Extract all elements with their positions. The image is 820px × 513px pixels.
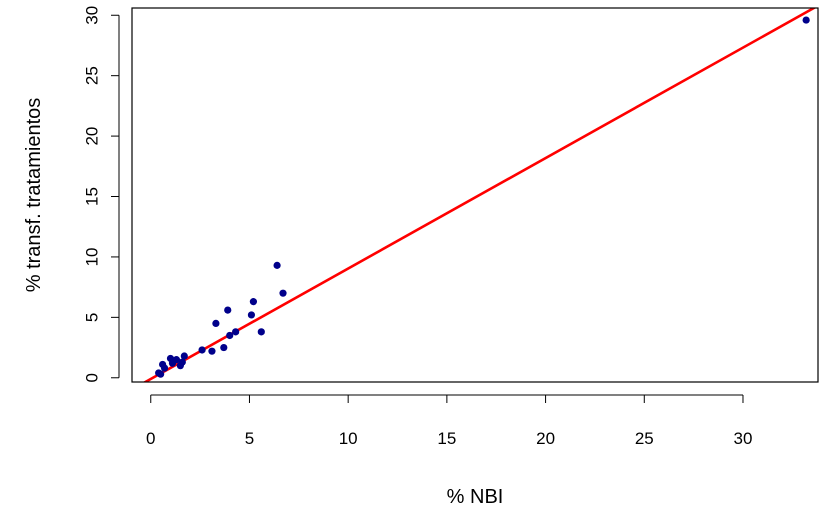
data-point [273, 261, 281, 269]
data-point [160, 364, 169, 372]
data-point [180, 352, 188, 360]
data-point [172, 356, 181, 364]
x-tick-label: 25 [635, 429, 654, 448]
y-tick-label: 25 [83, 66, 102, 85]
data-point [208, 347, 216, 355]
x-axis: 0 5 10 15 20 25 30 [146, 394, 753, 448]
data-point [198, 346, 206, 354]
y-tick-label: 10 [83, 247, 102, 266]
regression-line [142, 8, 817, 382]
data-point [247, 311, 256, 319]
data-point [212, 319, 220, 327]
x-tick-label: 5 [245, 429, 254, 448]
data-point [802, 16, 810, 24]
y-tick-label: 5 [83, 313, 102, 322]
y-axis-title: % transf. tratamientos [23, 98, 45, 293]
y-tick-label: 30 [83, 6, 102, 25]
x-tick-label: 20 [536, 429, 555, 448]
y-axis: 0 5 10 15 20 25 30 [83, 6, 120, 383]
data-point [279, 289, 287, 297]
x-axis-title: % NBI [447, 486, 504, 508]
x-tick-label: 30 [734, 429, 753, 448]
x-tick-label: 0 [146, 429, 155, 448]
y-tick-label: 20 [83, 127, 102, 146]
data-point [226, 331, 234, 340]
y-tick-label: 15 [83, 187, 102, 206]
data-point [249, 298, 258, 306]
data-point [157, 370, 165, 378]
x-tick-label: 10 [339, 429, 358, 448]
data-point [224, 306, 232, 314]
data-point [232, 328, 240, 336]
data-point [257, 328, 265, 336]
data-point [220, 343, 228, 352]
x-tick-label: 15 [437, 429, 456, 448]
data-point [178, 358, 186, 366]
plot-frame [131, 7, 819, 383]
fit-line-layer [142, 8, 817, 382]
y-tick-label: 0 [83, 373, 102, 382]
points-layer [155, 16, 810, 378]
